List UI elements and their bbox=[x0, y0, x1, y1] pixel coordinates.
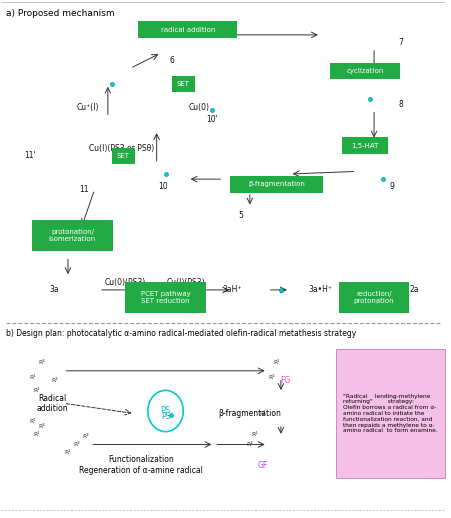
Text: 10: 10 bbox=[158, 182, 168, 191]
Text: "Radical    lending-methylene
returning"        strategy:
Olefin borrows a radic: "Radical lending-methylene returning" st… bbox=[343, 394, 438, 434]
Text: R²: R² bbox=[246, 442, 253, 447]
Text: Functionalization
Regeneration of α-amine radical: Functionalization Regeneration of α-amin… bbox=[79, 455, 203, 475]
Text: R²: R² bbox=[269, 375, 276, 380]
Text: 10': 10' bbox=[206, 116, 218, 124]
Text: 5: 5 bbox=[239, 211, 244, 220]
Text: R¹: R¹ bbox=[273, 359, 280, 365]
Text: radical addition: radical addition bbox=[161, 27, 215, 33]
Text: R¹: R¹ bbox=[251, 431, 258, 437]
Text: R²: R² bbox=[38, 359, 45, 365]
Text: R²: R² bbox=[51, 378, 58, 383]
FancyBboxPatch shape bbox=[230, 176, 323, 193]
Text: Cu(0)(PS3): Cu(0)(PS3) bbox=[105, 278, 146, 286]
Text: 3a•H⁺: 3a•H⁺ bbox=[309, 285, 333, 294]
Text: FG: FG bbox=[280, 376, 290, 384]
Text: 8: 8 bbox=[398, 100, 403, 109]
FancyBboxPatch shape bbox=[331, 63, 400, 79]
Text: b) Design plan: photocatalytic α-amino radical-mediated olefin-radical metathesi: b) Design plan: photocatalytic α-amino r… bbox=[6, 328, 356, 338]
FancyBboxPatch shape bbox=[171, 76, 195, 92]
Text: Radical
addition: Radical addition bbox=[37, 394, 68, 413]
Text: Cu⁺(I): Cu⁺(I) bbox=[77, 103, 99, 111]
FancyBboxPatch shape bbox=[32, 220, 113, 251]
Text: Cu(I)(PS3): Cu(I)(PS3) bbox=[166, 278, 205, 286]
Text: R¹: R¹ bbox=[29, 419, 36, 424]
Text: 1,5-HAT: 1,5-HAT bbox=[351, 142, 379, 149]
Text: 3aH⁺: 3aH⁺ bbox=[222, 285, 242, 294]
FancyBboxPatch shape bbox=[138, 21, 237, 38]
FancyBboxPatch shape bbox=[339, 282, 409, 313]
Text: 1a: 1a bbox=[218, 25, 228, 34]
FancyBboxPatch shape bbox=[125, 282, 206, 313]
Text: a) Proposed mechanism: a) Proposed mechanism bbox=[6, 9, 115, 18]
Text: cyclization: cyclization bbox=[346, 68, 384, 74]
Text: 7: 7 bbox=[398, 38, 403, 47]
Text: R¹: R¹ bbox=[33, 388, 40, 393]
Text: PCET pathway
SET reduction: PCET pathway SET reduction bbox=[141, 291, 190, 304]
Text: reduction/
protonation: reduction/ protonation bbox=[354, 291, 394, 304]
Text: R¹: R¹ bbox=[260, 411, 267, 416]
Text: PS: PS bbox=[161, 407, 171, 415]
Text: R¹: R¹ bbox=[64, 450, 71, 455]
FancyBboxPatch shape bbox=[336, 349, 445, 478]
Text: 11: 11 bbox=[79, 185, 88, 194]
Text: β-fragmentation: β-fragmentation bbox=[248, 181, 305, 188]
Text: R¹: R¹ bbox=[33, 431, 40, 437]
Text: 9: 9 bbox=[389, 182, 394, 191]
Text: SET: SET bbox=[177, 81, 190, 87]
Text: 3a: 3a bbox=[50, 285, 60, 294]
Text: 2a: 2a bbox=[409, 285, 419, 294]
Text: R²: R² bbox=[74, 442, 80, 447]
Text: R²: R² bbox=[38, 424, 45, 429]
Text: 6: 6 bbox=[170, 56, 175, 65]
FancyBboxPatch shape bbox=[342, 137, 388, 154]
Text: R¹: R¹ bbox=[29, 375, 36, 380]
Text: β-fragmentation: β-fragmentation bbox=[218, 409, 281, 418]
Text: SET: SET bbox=[117, 153, 130, 159]
Text: Cu(0): Cu(0) bbox=[189, 103, 209, 111]
Text: PS: PS bbox=[161, 412, 170, 421]
Text: 11': 11' bbox=[24, 151, 36, 161]
Text: R²: R² bbox=[83, 434, 89, 439]
Text: protonation/
Isomerization: protonation/ Isomerization bbox=[49, 229, 96, 242]
Text: Cu(I)(PS3 or PSθ): Cu(I)(PS3 or PSθ) bbox=[88, 143, 154, 153]
FancyBboxPatch shape bbox=[112, 148, 135, 164]
Text: GF: GF bbox=[258, 461, 268, 470]
